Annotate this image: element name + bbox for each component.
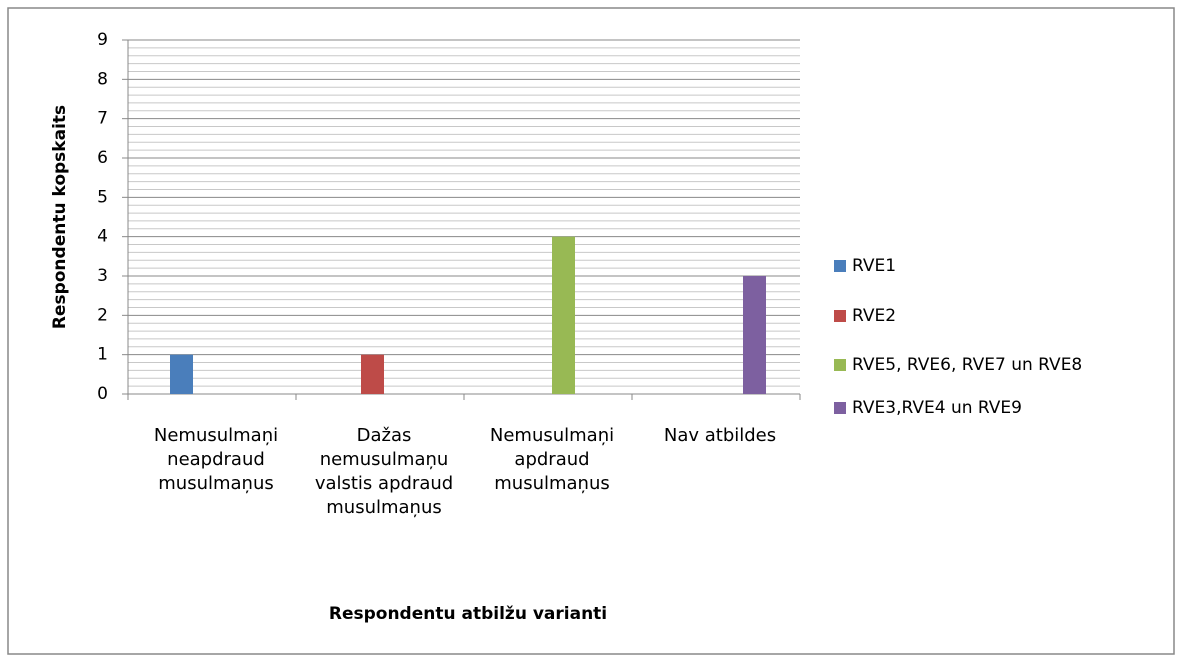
x-tick-label: Nav atbildes: [663, 425, 777, 446]
x-tick-label: Dažas nemusulmaņu valstis apdraud musulm…: [314, 425, 454, 518]
y-tick-label: 5: [97, 187, 108, 207]
y-tick-label: 1: [97, 345, 108, 365]
y-tick-label: 3: [97, 266, 108, 286]
y-tick-label: 7: [97, 109, 108, 129]
legend-label: RVE1: [852, 256, 896, 276]
bar: [361, 354, 384, 394]
legend-swatch: [834, 260, 846, 272]
y-tick-label: 8: [97, 69, 108, 89]
x-tick-label: Nemusulmaņi apdraud musulmaņus: [489, 425, 615, 494]
y-tick-label: 2: [97, 305, 108, 325]
legend-label: RVE2: [852, 306, 896, 326]
bar: [743, 276, 766, 394]
bar: [552, 236, 575, 394]
y-axis-title: Respondentu kopskaits: [50, 105, 70, 329]
x-axis-title: Respondentu atbilžu varianti: [329, 604, 607, 624]
bar: [170, 354, 193, 394]
legend-swatch: [834, 402, 846, 414]
y-tick-label: 6: [97, 148, 108, 168]
legend-swatch: [834, 359, 846, 371]
y-tick-label: 4: [97, 227, 108, 247]
legend-label: RVE3,RVE4 un RVE9: [852, 398, 1022, 418]
x-tick-label: Nemusulmaņi neapdraud musulmaņus: [153, 425, 279, 494]
legend-swatch: [834, 310, 846, 322]
y-tick-label: 0: [97, 384, 108, 404]
legend-label: RVE5, RVE6, RVE7 un RVE8: [852, 355, 1082, 375]
y-tick-label: 9: [97, 30, 108, 50]
